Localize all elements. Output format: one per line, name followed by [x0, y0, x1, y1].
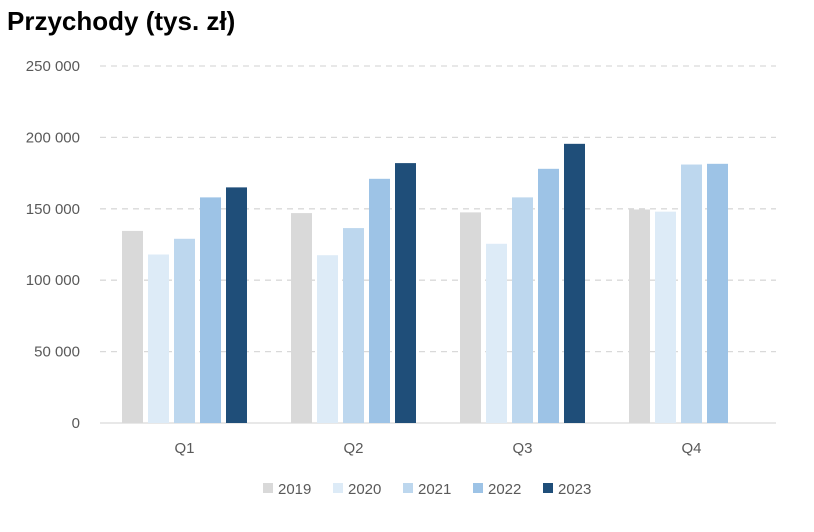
bar-2020-Q3: [486, 243, 507, 423]
x-tick-label: Q4: [681, 440, 701, 457]
bar-2019-Q3: [460, 212, 481, 423]
y-tick-label: 0: [72, 415, 80, 432]
legend-swatch-2021: [403, 483, 413, 493]
bar-2019-Q4: [629, 209, 650, 423]
bar-2020-Q4: [655, 211, 676, 423]
bar-2021-Q4: [681, 164, 702, 424]
chart-title: Przychody (tys. zł): [7, 6, 236, 36]
bar-2023-Q2: [395, 163, 416, 423]
bar-2021-Q3: [512, 197, 533, 423]
bar-2023-Q3: [564, 143, 585, 424]
legend-swatch-2019: [263, 483, 273, 493]
legend-label-2023: 2023: [558, 481, 591, 498]
x-tick-label: Q2: [343, 440, 363, 457]
legend: 2019 2020 2021 2022 2023: [263, 481, 591, 498]
bar-2019-Q1: [122, 230, 143, 423]
legend-label-2019: 2019: [278, 481, 311, 498]
bar-2020-Q2: [317, 255, 338, 423]
legend-label-2022: 2022: [488, 481, 521, 498]
legend-swatch-2020: [333, 483, 343, 493]
bar-2019-Q2: [291, 213, 312, 423]
y-tick-label: 250 000: [26, 58, 80, 75]
legend-swatch-2023: [543, 483, 553, 493]
y-tick-label: 200 000: [26, 129, 80, 146]
bar-2021-Q1: [174, 238, 195, 423]
y-tick-label: 100 000: [26, 272, 80, 289]
bar-2022-Q2: [369, 178, 390, 423]
x-tick-label: Q1: [174, 440, 194, 457]
legend-swatch-2022: [473, 483, 483, 493]
bar-2022-Q1: [200, 197, 221, 423]
bar-2021-Q2: [343, 228, 364, 423]
legend-label-2020: 2020: [348, 481, 381, 498]
bar-2022-Q3: [538, 168, 559, 423]
axes: 0 50 000 100 000 150 000 200 000 250 000 Q1 Q2 Q…: [26, 58, 776, 457]
bar-2020-Q1: [148, 254, 169, 423]
y-tick-label: 150 000: [26, 201, 80, 218]
x-tick-label: Q3: [512, 440, 532, 457]
bar-2022-Q4: [707, 163, 728, 423]
legend-label-2021: 2021: [418, 481, 451, 498]
y-tick-label: 50 000: [34, 344, 80, 361]
bars: [122, 143, 728, 424]
bar-2023-Q1: [226, 187, 247, 423]
